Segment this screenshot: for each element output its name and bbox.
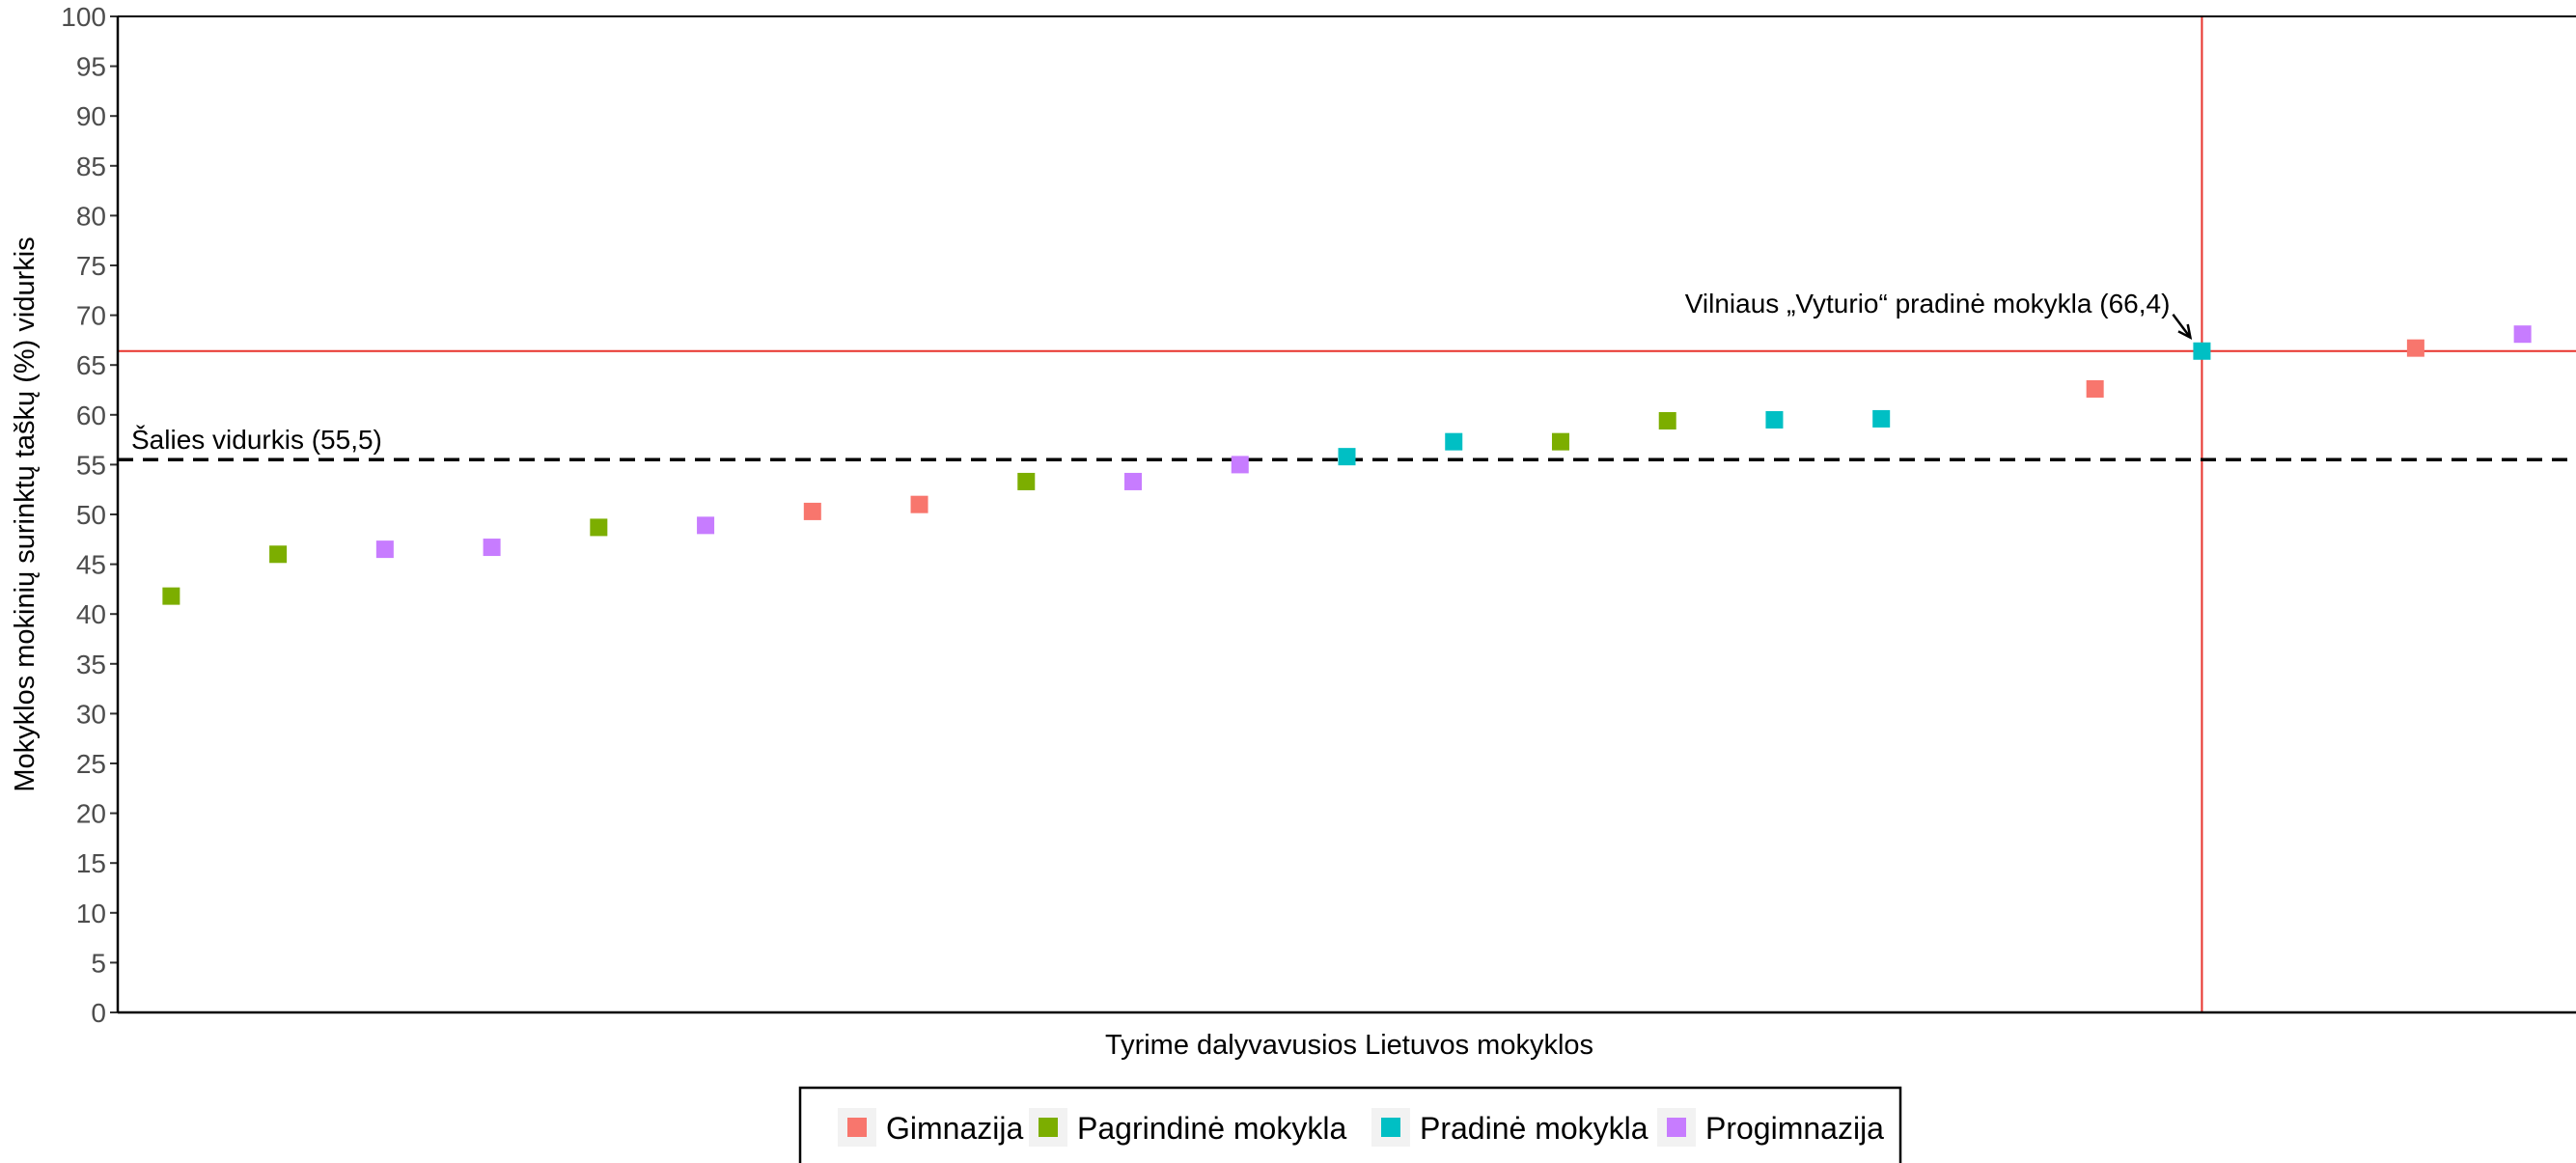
data-point — [2086, 379, 2104, 398]
x-axis-title: Tyrime dalyvavusios Lietuvos mokyklos — [1105, 1030, 1593, 1061]
data-points — [162, 325, 2532, 605]
legend-key — [1381, 1118, 1400, 1137]
y-tick-label: 95 — [76, 52, 106, 82]
data-point — [2406, 339, 2424, 357]
y-tick-label: 45 — [76, 550, 106, 580]
y-tick-label: 30 — [76, 699, 106, 729]
data-point — [162, 587, 180, 605]
national-average-label: Šalies vidurkis (55,5) — [131, 425, 382, 455]
data-point — [1551, 432, 1569, 451]
data-point — [803, 502, 821, 520]
axes — [116, 15, 2576, 1014]
y-tick-label: 90 — [76, 101, 106, 131]
legend-key — [847, 1118, 867, 1137]
data-point — [1124, 472, 1143, 490]
y-axis-ticks: 0 5 10 15 20 25 30 35 40 45 50 55 60 65 70 75 80 85 90 95 10… — [61, 2, 118, 1028]
y-tick-label: 15 — [76, 848, 106, 878]
data-point — [483, 539, 501, 557]
data-point — [2513, 325, 2532, 344]
data-point — [2193, 342, 2211, 360]
data-point — [1872, 409, 1891, 428]
data-point — [269, 545, 288, 564]
legend-label: Progimnazija — [1705, 1111, 1884, 1146]
school-annotation-label: Vilniaus „Vyturio“ pradinė mokykla (66,4… — [1685, 289, 2171, 318]
data-point — [375, 540, 394, 559]
data-point — [1017, 472, 1036, 490]
data-point — [1445, 432, 1463, 451]
y-tick-label: 60 — [76, 401, 106, 430]
y-tick-label: 75 — [76, 251, 106, 281]
y-tick-label: 35 — [76, 650, 106, 679]
legend-label: Pradinė mokykla — [1420, 1111, 1648, 1146]
y-tick-label: 70 — [76, 301, 106, 331]
y-tick-label: 25 — [76, 749, 106, 779]
annotation-arrow — [2172, 314, 2192, 339]
y-tick-label: 10 — [76, 899, 106, 928]
y-tick-label: 0 — [91, 998, 106, 1028]
legend-key — [1039, 1118, 1058, 1137]
y-tick-label: 80 — [76, 201, 106, 231]
y-axis-title: Mokyklos mokinių surinktų taškų (%) vidu… — [10, 236, 41, 791]
legend-box — [798, 1086, 1902, 1163]
data-point — [590, 518, 608, 537]
data-point — [1231, 456, 1249, 474]
y-tick-label: 55 — [76, 450, 106, 480]
y-tick-label: 20 — [76, 799, 106, 829]
data-point — [1658, 411, 1676, 429]
legend-label: Gimnazija — [886, 1111, 1023, 1146]
reference-lines — [118, 16, 2576, 1012]
annotation-arrow-head — [2177, 323, 2193, 341]
y-tick-label: 100 — [61, 2, 106, 32]
y-tick-label: 50 — [76, 500, 106, 530]
data-point — [697, 516, 715, 535]
y-tick-label: 65 — [76, 350, 106, 380]
data-point — [1765, 410, 1784, 429]
data-point — [910, 495, 928, 513]
y-tick-label: 5 — [91, 948, 106, 978]
legend-key — [1667, 1118, 1686, 1137]
y-tick-label: 40 — [76, 599, 106, 629]
data-point — [1338, 448, 1356, 466]
y-tick-label: 85 — [76, 152, 106, 181]
legend-label: Pagrindinė mokykla — [1077, 1111, 1346, 1146]
legend: Gimnazija Pagrindinė mokykla Pradinė mokyk… — [798, 1086, 1902, 1163]
